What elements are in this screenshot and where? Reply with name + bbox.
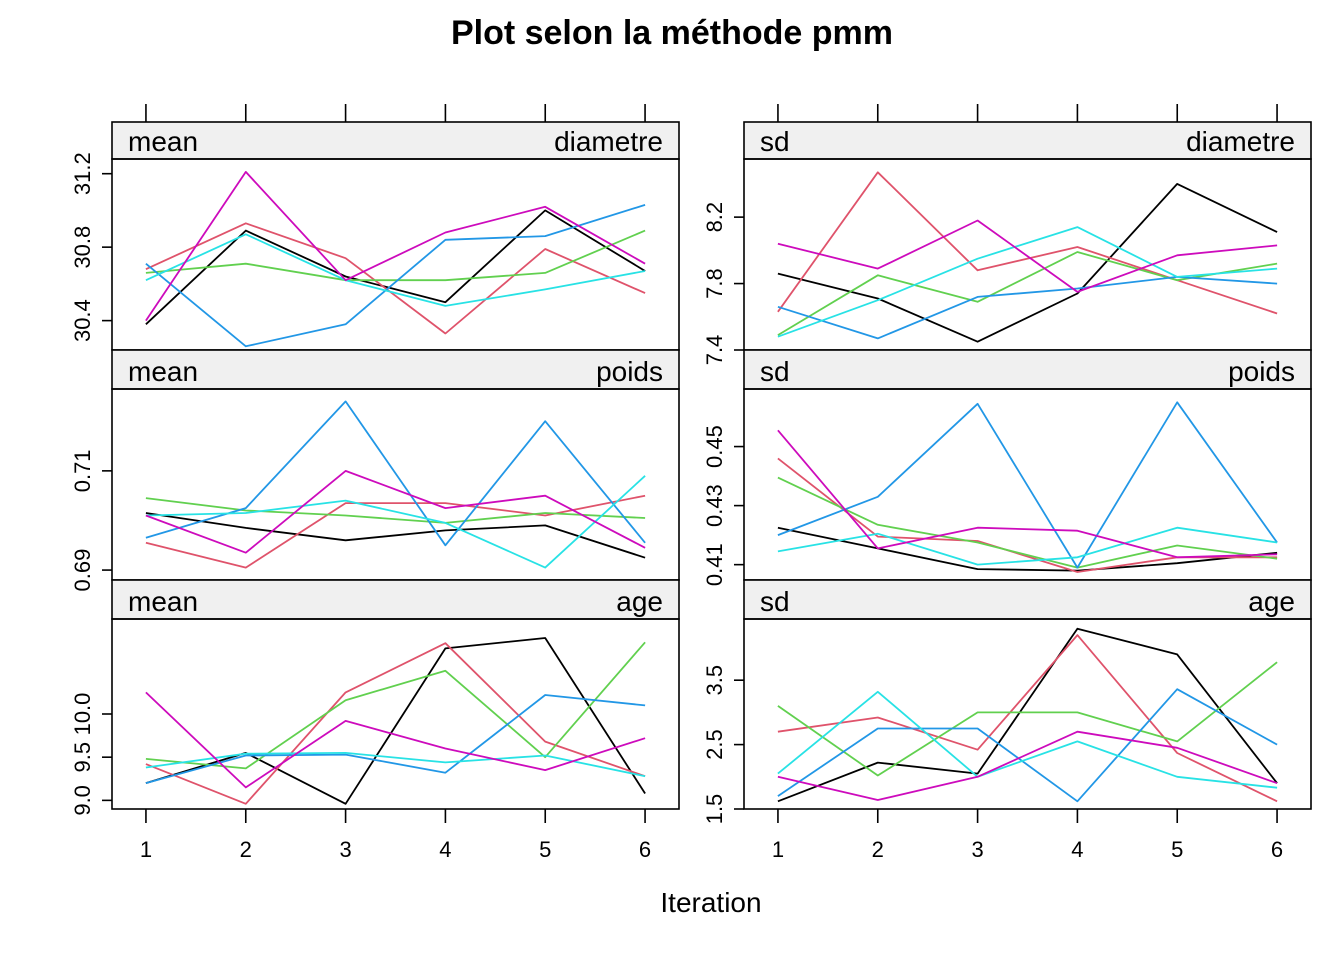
strip-stat-label: sd xyxy=(760,356,790,387)
x-tick-label: 5 xyxy=(539,837,551,862)
y-tick-label: 0.41 xyxy=(702,543,727,586)
series-line-6 xyxy=(145,469,646,554)
y-tick-label: 8.2 xyxy=(702,202,727,233)
panel-sd-poids: sd poids 0.41 0.43 0.45 xyxy=(702,349,1312,586)
x-tick-label: 2 xyxy=(240,837,252,862)
x-axis-label: Iteration xyxy=(660,887,761,918)
series-line-5 xyxy=(145,752,646,778)
series-group xyxy=(777,627,1278,803)
y-tick-label: 30.8 xyxy=(70,226,95,269)
series-line-6 xyxy=(145,691,646,789)
strip-sd-poids xyxy=(743,349,1312,390)
y-tick-label: 3.5 xyxy=(702,665,727,696)
series-line-2 xyxy=(777,171,1278,315)
y-tick-label: 0.71 xyxy=(70,449,95,492)
y-tick-label: 0.43 xyxy=(702,484,727,527)
series-line-5 xyxy=(145,475,646,569)
x-tick-label: 3 xyxy=(339,837,351,862)
series-line-6 xyxy=(145,170,646,322)
x-tick-label: 4 xyxy=(1071,837,1083,862)
plot-frame xyxy=(743,158,1312,351)
series-line-2 xyxy=(145,642,646,805)
series-group xyxy=(145,170,646,348)
series-line-5 xyxy=(145,233,646,307)
series-line-3 xyxy=(777,661,1278,777)
y-tick-label: 30.4 xyxy=(70,299,95,342)
series-line-6 xyxy=(777,429,1278,559)
strip-variable-label: poids xyxy=(596,356,663,387)
strip-variable-label: age xyxy=(1248,586,1295,617)
series-line-1 xyxy=(145,209,646,325)
strip-sd-age xyxy=(743,579,1312,620)
series-line-3 xyxy=(145,229,646,282)
panel-mean-diametre: mean diametre 30.4 30.8 31.2 xyxy=(70,104,680,351)
strip-stat-label: mean xyxy=(128,356,198,387)
series-line-4 xyxy=(777,401,1278,569)
y-tick-label: 10.0 xyxy=(70,693,95,736)
strip-variable-label: poids xyxy=(1228,356,1295,387)
panel-mean-poids: mean poids 0.69 0.71 xyxy=(70,349,680,592)
y-tick-label: 31.2 xyxy=(70,152,95,195)
x-tick-label: 4 xyxy=(439,837,451,862)
series-line-4 xyxy=(145,694,646,784)
series-line-6 xyxy=(777,730,1278,801)
panel-sd-diametre: sd diametre 7.4 7.8 8.2 xyxy=(702,104,1312,366)
series-line-2 xyxy=(777,634,1278,803)
series-group xyxy=(777,401,1278,573)
x-tick-label: 2 xyxy=(872,837,884,862)
y-tick-label: 1.5 xyxy=(702,794,727,825)
series-line-4 xyxy=(777,275,1278,340)
plot-frame xyxy=(111,388,680,581)
series-line-3 xyxy=(145,497,646,524)
panel-mean-age: mean age 9.0 9.5 10.0 1 2 3 4 5 6 xyxy=(70,579,680,862)
series-line-1 xyxy=(145,512,646,559)
y-tick-label: 9.5 xyxy=(70,742,95,773)
series-line-2 xyxy=(145,222,646,335)
series-line-4 xyxy=(777,688,1278,803)
series-line-1 xyxy=(777,627,1278,803)
chart-title: Plot selon la méthode pmm xyxy=(451,14,893,52)
y-tick-label: 7.4 xyxy=(702,335,727,366)
plot-frame xyxy=(111,158,680,351)
strip-stat-label: sd xyxy=(760,586,790,617)
strip-variable-label: diametre xyxy=(1186,126,1295,157)
panel-sd-age: sd age 1.5 2.5 3.5 1 2 3 4 5 6 xyxy=(702,579,1312,862)
y-tick-label: 9.0 xyxy=(70,785,95,816)
series-line-1 xyxy=(145,637,646,805)
y-tick-label: 0.45 xyxy=(702,425,727,468)
x-tick-label: 5 xyxy=(1171,837,1183,862)
x-tick-label: 6 xyxy=(639,837,651,862)
strip-mean-diametre xyxy=(111,121,680,160)
series-line-5 xyxy=(777,226,1278,338)
series-line-3 xyxy=(777,476,1278,569)
series-line-1 xyxy=(777,526,1278,572)
series-line-5 xyxy=(777,526,1278,566)
x-tick-label: 6 xyxy=(1271,837,1283,862)
y-tick-label: 0.69 xyxy=(70,549,95,592)
series-line-4 xyxy=(145,204,646,348)
x-tick-label: 3 xyxy=(971,837,983,862)
series-group xyxy=(777,171,1278,343)
series-line-1 xyxy=(777,182,1278,343)
strip-variable-label: age xyxy=(616,586,663,617)
x-tick-label: 1 xyxy=(140,837,152,862)
x-tick-label: 1 xyxy=(772,837,784,862)
series-group xyxy=(145,400,646,569)
y-tick-label: 7.8 xyxy=(702,268,727,299)
series-group xyxy=(145,637,646,805)
strip-stat-label: mean xyxy=(128,586,198,617)
strip-stat-label: sd xyxy=(760,126,790,157)
strip-stat-label: mean xyxy=(128,126,198,157)
strip-variable-label: diametre xyxy=(554,126,663,157)
plot-frame xyxy=(743,618,1312,810)
series-line-2 xyxy=(145,494,646,569)
panels: mean diametre 30.4 30.8 31.2 sd diametre 7.4 7.8… xyxy=(70,104,1312,862)
series-line-6 xyxy=(777,219,1278,293)
series-line-5 xyxy=(777,690,1278,789)
strip-mean-age xyxy=(111,579,680,620)
strip-sd-diametre xyxy=(743,121,1312,160)
series-line-3 xyxy=(145,641,646,770)
y-tick-label: 2.5 xyxy=(702,729,727,760)
